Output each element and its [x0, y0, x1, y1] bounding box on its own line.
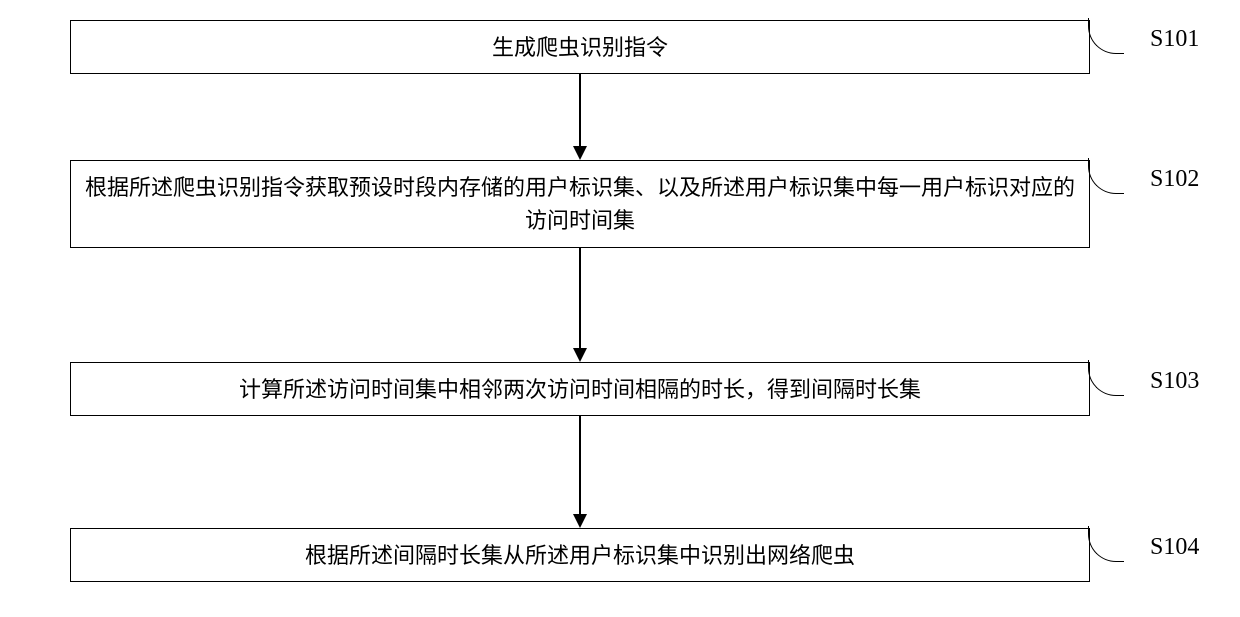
flowchart-canvas: 生成爬虫识别指令 S101 根据所述爬虫识别指令获取预设时段内存储的用户标识集、以及… — [0, 0, 1240, 617]
flow-node-n2: 根据所述爬虫识别指令获取预设时段内存储的用户标识集、以及所述用户标识集中每一用户… — [70, 160, 1090, 248]
step-label-S101: S101 — [1150, 26, 1199, 53]
corner-arc — [1088, 360, 1124, 396]
arrow-head-icon — [573, 348, 587, 362]
arrow-line — [579, 74, 581, 146]
arrow-line — [579, 248, 581, 348]
flow-node-n1: 生成爬虫识别指令 — [70, 20, 1090, 74]
flow-node-text: 生成爬虫识别指令 — [492, 31, 668, 64]
step-label-S103: S103 — [1150, 368, 1199, 395]
step-label-S104: S104 — [1150, 534, 1199, 561]
flow-node-text: 根据所述间隔时长集从所述用户标识集中识别出网络爬虫 — [305, 539, 855, 572]
arrow-head-icon — [573, 514, 587, 528]
arrow-line — [579, 416, 581, 514]
arrow-head-icon — [573, 146, 587, 160]
corner-arc — [1088, 18, 1124, 54]
step-label-S102: S102 — [1150, 166, 1199, 193]
flow-node-n3: 计算所述访问时间集中相邻两次访问时间相隔的时长，得到间隔时长集 — [70, 362, 1090, 416]
corner-arc — [1088, 526, 1124, 562]
flow-node-n4: 根据所述间隔时长集从所述用户标识集中识别出网络爬虫 — [70, 528, 1090, 582]
corner-arc — [1088, 158, 1124, 194]
flow-node-text: 计算所述访问时间集中相邻两次访问时间相隔的时长，得到间隔时长集 — [239, 373, 921, 406]
flow-node-text: 根据所述爬虫识别指令获取预设时段内存储的用户标识集、以及所述用户标识集中每一用户… — [83, 171, 1077, 237]
